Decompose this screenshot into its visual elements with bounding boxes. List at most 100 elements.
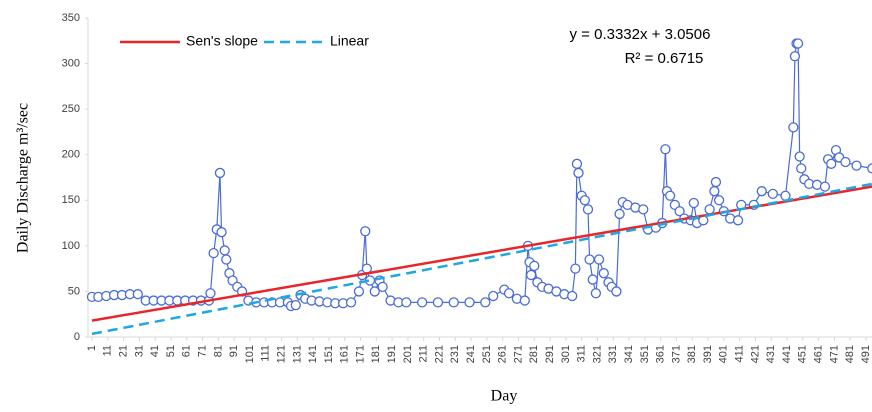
- data-point: [579, 195, 590, 206]
- data-point: [664, 190, 676, 201]
- x-tick-label: 211: [418, 345, 430, 363]
- x-tick-label: 391: [702, 345, 714, 363]
- x-tick-label: 51: [165, 345, 177, 357]
- x-tick-label: 331: [607, 345, 619, 363]
- data-point: [614, 208, 625, 220]
- x-tick-label: 21: [117, 345, 129, 357]
- x-tick-label: 121: [275, 345, 287, 363]
- x-tick-label: 451: [797, 345, 809, 363]
- data-point: [710, 176, 722, 188]
- data-point: [789, 51, 801, 62]
- x-tick-label: 271: [512, 345, 524, 363]
- y-tick-label: 50: [68, 285, 80, 297]
- data-point: [660, 144, 671, 155]
- data-point: [290, 299, 301, 311]
- x-tick-label: 441: [781, 345, 793, 363]
- y-tick-label: 100: [62, 240, 80, 252]
- data-point: [593, 254, 605, 265]
- x-tick-label: 81: [212, 345, 224, 357]
- data-point: [792, 38, 804, 49]
- data-point: [709, 186, 720, 197]
- data-point: [584, 254, 595, 265]
- data-point: [519, 295, 530, 306]
- x-tick-label: 341: [623, 345, 635, 363]
- x-tick-label: 141: [307, 345, 319, 363]
- x-tick-label: 381: [686, 345, 698, 363]
- data-point: [851, 160, 862, 171]
- data-point: [208, 247, 219, 259]
- y-tick-label: 150: [62, 194, 80, 206]
- y-tick-label: 350: [62, 12, 80, 24]
- x-tick-label: 421: [749, 345, 761, 363]
- x-tick-label: 481: [844, 345, 856, 363]
- data-point: [216, 227, 227, 238]
- x-tick-label: 41: [149, 345, 161, 357]
- legend-label: Sen's slope: [186, 33, 258, 49]
- x-tick-label: 101: [244, 345, 256, 363]
- data-point: [353, 286, 365, 297]
- x-tick-label: 281: [528, 345, 540, 363]
- data-point: [794, 151, 805, 162]
- data-line: [92, 42, 872, 307]
- data-point: [205, 288, 216, 299]
- x-tick-label: 431: [765, 345, 777, 363]
- x-tick-label: 261: [497, 345, 509, 363]
- data-point: [132, 289, 143, 300]
- x-tick-label: 171: [354, 345, 366, 363]
- equation: y = 0.3332x + 3.0506: [570, 26, 711, 43]
- x-tick-label: 181: [370, 345, 382, 363]
- data-point: [767, 188, 778, 200]
- data-point: [732, 215, 744, 226]
- data-point: [611, 286, 622, 297]
- x-tick-label: 71: [196, 345, 208, 357]
- data-point: [345, 297, 357, 308]
- x-tick-label: 1: [86, 345, 98, 351]
- data-point: [448, 297, 459, 308]
- x-tick-label: 361: [655, 345, 667, 363]
- y-tick-label: 250: [62, 103, 80, 115]
- x-tick-label: 131: [291, 345, 303, 363]
- data-point: [867, 163, 872, 174]
- data-point: [360, 226, 371, 237]
- x-tick-label: 241: [465, 345, 477, 363]
- data-point: [598, 268, 609, 279]
- data-point: [464, 297, 475, 308]
- data-point: [525, 269, 537, 281]
- y-axis-label: Daily Discharge m³/sec: [15, 103, 32, 253]
- x-tick-label: 221: [433, 345, 445, 363]
- x-tick-label: 411: [734, 345, 746, 363]
- data-point: [713, 195, 725, 206]
- data-point: [377, 281, 388, 293]
- trend-line: [91, 182, 872, 336]
- x-tick-label: 401: [718, 345, 730, 363]
- data-point: [826, 158, 837, 169]
- data-point: [503, 288, 515, 299]
- data-point: [573, 167, 584, 179]
- data-point: [819, 181, 831, 192]
- data-point: [704, 204, 715, 215]
- data-point: [840, 156, 851, 168]
- y-tick-label: 200: [62, 149, 80, 161]
- x-tick-label: 201: [402, 345, 414, 363]
- x-tick-label: 91: [228, 345, 240, 357]
- x-tick-label: 321: [591, 345, 603, 363]
- data-point: [788, 122, 799, 133]
- x-tick-label: 291: [544, 345, 556, 363]
- data-point: [480, 297, 491, 308]
- data-point: [219, 245, 230, 256]
- x-tick-label: 191: [386, 345, 398, 363]
- data-point: [674, 206, 685, 217]
- data-point: [529, 260, 540, 272]
- legend-label: Linear: [330, 33, 369, 49]
- data-point: [432, 297, 444, 308]
- data-point: [221, 254, 232, 265]
- x-tick-label: 371: [670, 345, 682, 363]
- x-tick-label: 251: [481, 345, 493, 363]
- data-point: [570, 263, 581, 274]
- x-tick-label: 461: [813, 345, 825, 363]
- data-point: [571, 158, 583, 169]
- r-squared: R² = 0.6715: [625, 50, 704, 67]
- data-point: [638, 204, 649, 215]
- data-point: [416, 297, 428, 308]
